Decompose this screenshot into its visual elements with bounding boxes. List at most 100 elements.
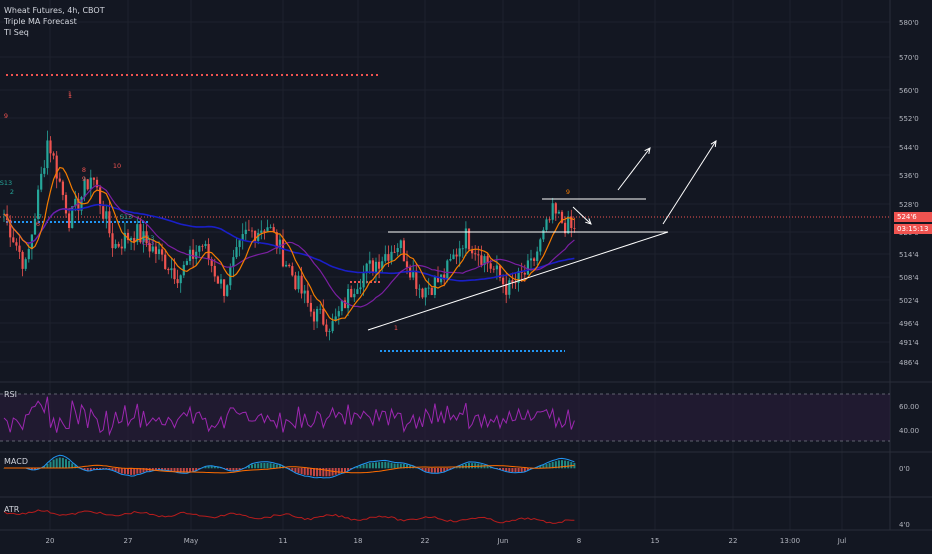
time-tick-label: Jul [837, 537, 847, 545]
macd-bar [366, 464, 368, 468]
candle-body [214, 266, 216, 276]
candle-body [90, 178, 92, 190]
candle-body [428, 288, 430, 289]
macd-bar [440, 468, 442, 472]
macd-tick-label: 0'0 [899, 465, 910, 473]
indicator-ti-seq[interactable]: TI Seq [4, 27, 105, 38]
candle-body [177, 279, 179, 283]
time-tick-label: 15 [651, 537, 660, 545]
candle-body [341, 300, 343, 311]
candle-body [446, 261, 448, 280]
macd-bar [524, 468, 526, 472]
price-tick-label: 560'0 [899, 87, 919, 95]
macd-bar [68, 461, 70, 468]
candle-body [223, 279, 225, 296]
candle-body [307, 291, 309, 303]
candle-body [328, 331, 330, 332]
macd-bar [251, 464, 253, 468]
price-tick-label: 502'4 [899, 297, 919, 305]
time-tick-label: 18 [354, 537, 363, 545]
macd-bar [329, 468, 331, 476]
candle-body [161, 249, 163, 254]
candle-body [102, 206, 104, 219]
candle-body [372, 260, 374, 272]
macd-bar [428, 468, 430, 472]
macd-bar [298, 468, 300, 473]
candle-body [434, 277, 436, 295]
candle-body [545, 219, 547, 229]
macd-bar [521, 468, 523, 472]
candle-body [502, 278, 504, 284]
candle-body [167, 269, 169, 270]
symbol-title[interactable]: Wheat Futures, 4h, CBOT [4, 5, 105, 16]
price-tick-label: 570'0 [899, 54, 919, 62]
candle-body [387, 254, 389, 261]
candle-body [536, 251, 538, 260]
macd-bar [310, 468, 312, 476]
last-price-badge: 524'6 [894, 212, 932, 222]
candle-body [115, 244, 117, 248]
candle-body [220, 279, 222, 283]
seq-label: 9 [4, 112, 8, 120]
time-tick-label: 22 [729, 537, 738, 545]
candle-body [403, 240, 405, 261]
candle-body [232, 257, 234, 267]
candle-body [425, 288, 427, 298]
macd-bar [474, 463, 476, 468]
candle-body [508, 280, 510, 294]
candle-body [297, 276, 299, 289]
candle-body [558, 212, 560, 214]
macd-bar [381, 462, 383, 468]
macd-bar [431, 468, 433, 473]
macd-bar [50, 462, 52, 469]
macd-bar [62, 458, 64, 468]
candle-body [198, 246, 200, 252]
macd-pane-label[interactable]: MACD [4, 457, 28, 466]
price-tick-label: 514'4 [899, 251, 919, 259]
rsi-pane-label[interactable]: RSI [4, 390, 17, 399]
macd-bar [118, 468, 120, 472]
seq-label: S13 [0, 179, 12, 187]
countdown-badge: 03:15:13 [894, 224, 932, 234]
macd-bar [174, 468, 176, 471]
macd-bar [59, 458, 61, 469]
macd-bar [465, 464, 467, 469]
macd-bar [124, 468, 126, 474]
candle-body [474, 253, 476, 254]
candle-body [108, 211, 110, 233]
seq-label: 9 [566, 188, 570, 196]
candle-body [40, 174, 42, 190]
candle-body [87, 179, 89, 189]
seq-label: 1 [394, 324, 398, 332]
macd-bar [511, 468, 513, 472]
candle-body [390, 252, 392, 261]
candle-body [53, 153, 55, 155]
macd-bar [65, 459, 67, 468]
seq-label: 6 [36, 220, 40, 228]
macd-bar [338, 468, 340, 474]
seq-label: S13 [120, 213, 132, 221]
candle-body [542, 230, 544, 240]
candle-body [363, 273, 365, 287]
time-tick-label: 27 [124, 537, 133, 545]
macd-bar [384, 462, 386, 469]
atr-pane-label[interactable]: ATR [4, 505, 19, 514]
indicator-triple-ma[interactable]: Triple MA Forecast [4, 16, 105, 27]
macd-bar [515, 468, 517, 472]
price-tick-label: 528'0 [899, 201, 919, 209]
macd-bar [570, 462, 572, 468]
candle-body [555, 203, 557, 213]
candle-body [204, 244, 206, 246]
macd-bar [211, 466, 213, 468]
candle-body [313, 312, 315, 322]
macd-bar [505, 468, 507, 471]
candle-body [325, 325, 327, 332]
candle-body [421, 289, 423, 298]
candle-body [155, 247, 157, 254]
candle-body [496, 265, 498, 269]
macd-bar [304, 468, 306, 475]
macd-bar [468, 463, 470, 468]
price-tick-label: 580'0 [899, 19, 919, 27]
